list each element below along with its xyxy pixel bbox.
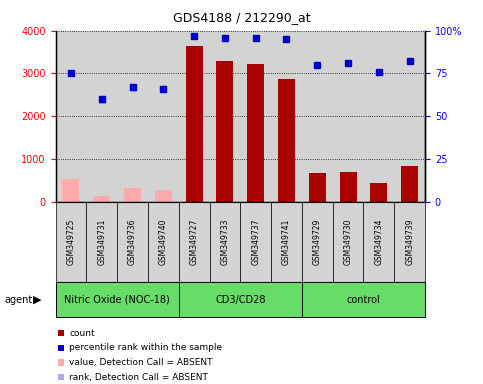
Bar <box>302 202 333 282</box>
Bar <box>179 282 302 317</box>
Bar <box>117 202 148 282</box>
Bar <box>62 179 79 202</box>
Text: percentile rank within the sample: percentile rank within the sample <box>69 343 222 353</box>
Bar <box>394 202 425 282</box>
Bar <box>124 189 141 202</box>
Bar <box>86 202 117 282</box>
Bar <box>179 202 210 282</box>
Bar <box>56 202 86 282</box>
Bar <box>216 61 233 202</box>
Text: GSM349741: GSM349741 <box>282 219 291 265</box>
Text: GSM349730: GSM349730 <box>343 218 353 265</box>
Bar <box>271 202 302 282</box>
Text: GSM349737: GSM349737 <box>251 218 260 265</box>
Text: GSM349734: GSM349734 <box>374 218 384 265</box>
Text: control: control <box>347 295 380 305</box>
Bar <box>278 79 295 202</box>
Bar <box>240 202 271 282</box>
Bar <box>93 196 110 202</box>
Text: ▶: ▶ <box>33 295 42 305</box>
Text: CD3/CD28: CD3/CD28 <box>215 295 266 305</box>
Bar <box>340 172 356 202</box>
Text: agent: agent <box>5 295 33 305</box>
Bar <box>148 202 179 282</box>
Text: GSM349736: GSM349736 <box>128 218 137 265</box>
Text: Nitric Oxide (NOC-18): Nitric Oxide (NOC-18) <box>64 295 170 305</box>
Text: GSM349733: GSM349733 <box>220 218 229 265</box>
Text: rank, Detection Call = ABSENT: rank, Detection Call = ABSENT <box>69 372 208 382</box>
Text: count: count <box>69 329 95 338</box>
Bar <box>185 46 202 202</box>
Bar <box>210 202 240 282</box>
Bar <box>333 202 364 282</box>
Text: GSM349740: GSM349740 <box>159 218 168 265</box>
Bar <box>247 64 264 202</box>
Bar <box>309 172 326 202</box>
Text: GSM349727: GSM349727 <box>190 219 199 265</box>
Bar <box>56 282 179 317</box>
Bar <box>401 166 418 202</box>
Text: GSM349725: GSM349725 <box>67 219 75 265</box>
Bar <box>370 183 387 202</box>
Text: GSM349731: GSM349731 <box>97 219 106 265</box>
Text: GSM349739: GSM349739 <box>405 218 414 265</box>
Bar <box>155 190 172 202</box>
Bar <box>364 202 394 282</box>
Bar <box>302 282 425 317</box>
Text: GDS4188 / 212290_at: GDS4188 / 212290_at <box>173 12 310 25</box>
Text: value, Detection Call = ABSENT: value, Detection Call = ABSENT <box>69 358 213 367</box>
Text: GSM349729: GSM349729 <box>313 219 322 265</box>
